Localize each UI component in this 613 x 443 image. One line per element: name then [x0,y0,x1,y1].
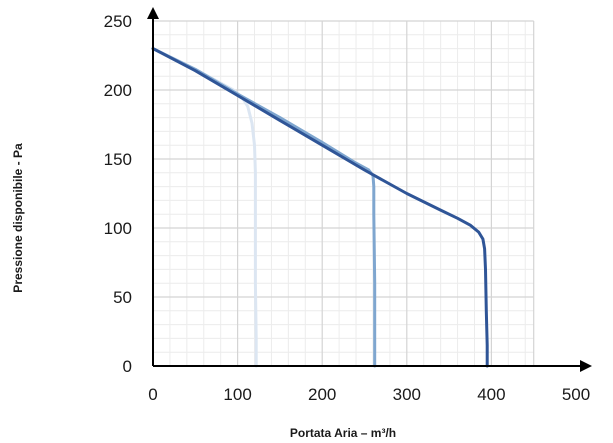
series-line-3 [151,47,489,368]
series-line-2 [151,47,377,368]
y-axis-title: Pressione disponibile - Pa [11,143,25,293]
x-axis-tick-labels: 0 100 200 300 400 500 [148,385,590,404]
major-gridlines [153,20,535,366]
y-axis-arrow [147,7,159,19]
x-axis-arrow [580,360,592,372]
x-axis-title: Portata Aria – m³/h [290,426,396,440]
series-lines [151,47,489,368]
y-tick-label: 0 [123,357,132,376]
x-tick-label: 200 [308,385,336,404]
y-tick-label: 50 [113,288,132,307]
x-tick-label: 300 [393,385,421,404]
y-axis-tick-labels: 0 50 100 150 200 250 [104,12,132,376]
y-tick-label: 200 [104,81,132,100]
axes [147,7,592,372]
x-tick-label: 500 [562,385,590,404]
x-tick-label: 400 [477,385,505,404]
y-tick-label: 100 [104,219,132,238]
x-tick-label: 100 [223,385,251,404]
x-tick-label: 0 [148,385,157,404]
y-tick-label: 250 [104,12,132,31]
y-tick-label: 150 [104,150,132,169]
minor-gridlines [153,21,534,366]
